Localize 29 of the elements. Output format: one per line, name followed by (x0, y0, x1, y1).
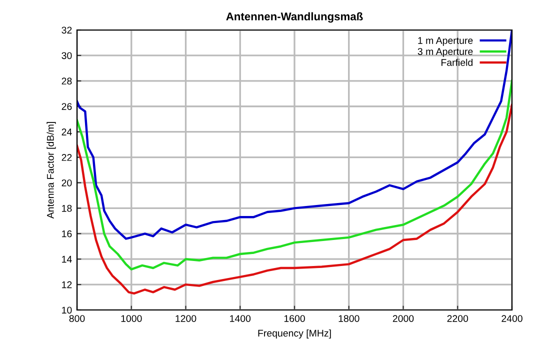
line-series (77, 104, 512, 295)
x-tick-label: 1600 (284, 315, 305, 322)
y-tick-label: 32 (62, 26, 72, 34)
x-tick-label: 2200 (447, 315, 468, 322)
x-tick-label: 2000 (392, 315, 414, 322)
y-tick-label: 18 (62, 204, 72, 212)
y-tick-label: 28 (62, 78, 72, 85)
x-tick-label: 1400 (230, 315, 251, 322)
y-tick-label: 12 (62, 281, 72, 288)
y-axis-title: Antenna Factor [dB/m] (46, 122, 56, 219)
y-tick-label: 20 (62, 179, 72, 186)
x-tick-label: 1000 (121, 315, 142, 322)
legend-label: 1 m Aperture (418, 37, 473, 46)
x-tick-label: 1200 (176, 315, 196, 322)
x-tick-label: 800 (69, 315, 85, 322)
y-tick-label: 26 (62, 103, 72, 110)
y-tick-label: 14 (62, 256, 72, 263)
legend-label: 3 m Aperture (418, 48, 473, 57)
y-tick-label: 16 (62, 230, 72, 238)
x-axis-title: Frequency [MHz] (258, 329, 331, 339)
y-tick-label: 24 (62, 128, 72, 136)
x-tick-label: 1800 (338, 315, 360, 322)
x-tick-label: 2400 (502, 315, 522, 322)
chart-title: Antennen-Wandlungsmaß (226, 12, 363, 23)
legend-label: Farfield (441, 58, 472, 66)
y-tick-label: 22 (62, 154, 72, 161)
y-tick-label: 30 (62, 52, 72, 60)
y-tick-label: 10 (62, 306, 72, 314)
line-series (77, 80, 512, 270)
